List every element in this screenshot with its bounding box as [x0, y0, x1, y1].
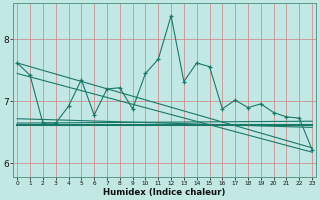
X-axis label: Humidex (Indice chaleur): Humidex (Indice chaleur): [103, 188, 226, 197]
